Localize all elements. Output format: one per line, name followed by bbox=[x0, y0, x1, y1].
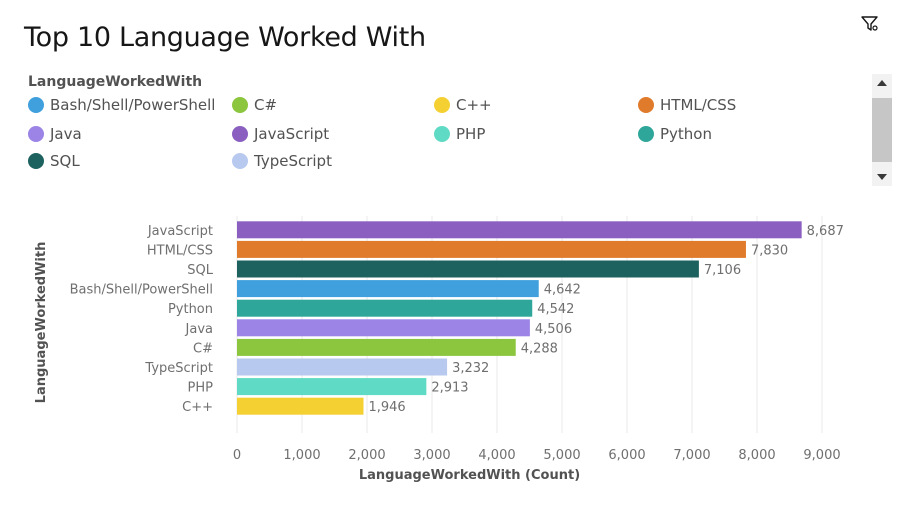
legend-swatch bbox=[28, 153, 44, 169]
scroll-down-icon[interactable] bbox=[872, 170, 892, 184]
bar bbox=[237, 280, 539, 298]
y-tick-label: C++ bbox=[182, 400, 213, 415]
legend-item[interactable]: PHP bbox=[434, 125, 485, 143]
y-axis-title: LanguageWorkedWith bbox=[34, 242, 49, 404]
y-tick-label: SQL bbox=[187, 263, 213, 278]
bar bbox=[237, 240, 746, 258]
legend-scrollbar[interactable] bbox=[872, 74, 892, 186]
y-tick-label: PHP bbox=[188, 381, 214, 396]
legend-swatch bbox=[232, 97, 248, 113]
x-tick-label: 5,000 bbox=[543, 448, 580, 463]
legend-label: C# bbox=[254, 96, 278, 114]
legend-swatch bbox=[232, 126, 248, 142]
data-label: 4,506 bbox=[535, 322, 572, 337]
legend-label: Bash/Shell/PowerShell bbox=[50, 96, 216, 114]
legend-item[interactable]: C# bbox=[232, 96, 277, 114]
data-label: 7,830 bbox=[751, 243, 788, 258]
data-label: 1,946 bbox=[368, 400, 405, 415]
y-tick-label: Bash/Shell/PowerShell bbox=[70, 283, 213, 298]
bar bbox=[237, 358, 448, 376]
bar bbox=[237, 319, 530, 337]
legend-item[interactable]: Python bbox=[638, 125, 712, 143]
legend-swatch bbox=[434, 126, 450, 142]
x-tick-label: 3,000 bbox=[413, 448, 450, 463]
scroll-up-icon[interactable] bbox=[872, 76, 892, 90]
bar bbox=[237, 338, 516, 356]
legend-item[interactable]: Bash/Shell/PowerShell bbox=[28, 96, 215, 114]
data-label: 4,288 bbox=[521, 341, 558, 356]
legend-item[interactable]: C++ bbox=[434, 96, 492, 114]
x-tick-label: 4,000 bbox=[478, 448, 515, 463]
bar bbox=[237, 221, 802, 239]
legend-label: C++ bbox=[456, 96, 492, 114]
bar bbox=[237, 299, 533, 317]
legend-swatch bbox=[434, 97, 450, 113]
legend-label: Java bbox=[50, 125, 82, 143]
legend-swatch bbox=[28, 97, 44, 113]
legend-item[interactable]: JavaScript bbox=[232, 125, 329, 143]
legend: Bash/Shell/PowerShell C# C++ HTML/CSS Java Ja… bbox=[28, 96, 858, 180]
x-axis-title: LanguageWorkedWith (Count) bbox=[359, 468, 580, 483]
legend-label: HTML/CSS bbox=[660, 96, 737, 114]
x-tick-label: 6,000 bbox=[608, 448, 645, 463]
bar bbox=[237, 397, 364, 415]
filter-icon[interactable] bbox=[860, 14, 880, 34]
legend-label: Python bbox=[660, 125, 712, 143]
x-tick-label: 7,000 bbox=[673, 448, 710, 463]
bar bbox=[237, 378, 427, 396]
legend-label: PHP bbox=[456, 125, 486, 143]
legend-title: LanguageWorkedWith bbox=[28, 74, 203, 90]
scroll-thumb[interactable] bbox=[872, 98, 892, 162]
legend-item[interactable]: Java bbox=[28, 125, 82, 143]
legend-item[interactable]: HTML/CSS bbox=[638, 96, 736, 114]
legend-swatch bbox=[28, 126, 44, 142]
y-tick-label: C# bbox=[193, 341, 213, 356]
data-label: 8,687 bbox=[807, 224, 844, 239]
data-label: 4,642 bbox=[544, 283, 581, 298]
y-tick-label: Python bbox=[168, 302, 213, 317]
y-tick-label: Java bbox=[185, 322, 213, 337]
data-label: 4,542 bbox=[537, 302, 574, 317]
bar bbox=[237, 260, 699, 278]
y-tick-label: TypeScript bbox=[144, 361, 213, 376]
legend-swatch bbox=[638, 126, 654, 142]
y-tick-label: HTML/CSS bbox=[147, 243, 213, 258]
legend-label: SQL bbox=[50, 152, 80, 170]
x-tick-label: 9,000 bbox=[803, 448, 840, 463]
page-title: Top 10 Language Worked With bbox=[24, 22, 426, 53]
x-tick-label: 1,000 bbox=[283, 448, 320, 463]
legend-swatch bbox=[232, 153, 248, 169]
data-label: 3,232 bbox=[452, 361, 489, 376]
legend-item[interactable]: TypeScript bbox=[232, 152, 332, 170]
legend-label: JavaScript bbox=[254, 125, 330, 143]
x-tick-label: 2,000 bbox=[348, 448, 385, 463]
data-label: 7,106 bbox=[704, 263, 741, 278]
legend-swatch bbox=[638, 97, 654, 113]
y-tick-label: JavaScript bbox=[147, 224, 213, 239]
legend-label: TypeScript bbox=[254, 152, 332, 170]
x-tick-label: 0 bbox=[233, 448, 241, 463]
legend-item[interactable]: SQL bbox=[28, 152, 80, 170]
bar-chart: 0 1,000 2,000 3,000 4,000 5,000 6,000 7,000 8,00… bbox=[34, 216, 844, 483]
x-tick-label: 8,000 bbox=[738, 448, 775, 463]
data-label: 2,913 bbox=[431, 381, 468, 396]
